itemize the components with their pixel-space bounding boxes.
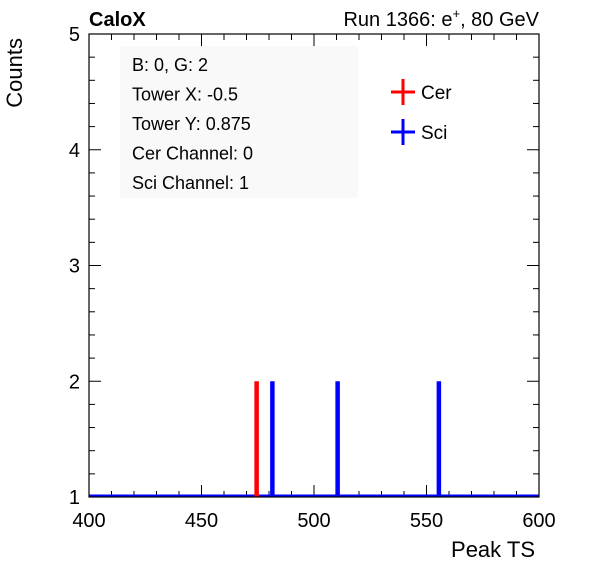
x-tick-labels: 400 450 500 550 600 xyxy=(72,510,555,532)
y-tick-label: 5 xyxy=(69,24,80,46)
y-tick-labels: 1 2 3 4 5 xyxy=(69,24,80,509)
y-tick-label: 3 xyxy=(69,256,80,278)
header-run-label: Run 1366: e+, 80 GeV xyxy=(343,6,539,31)
header-run-text: Run 1366: e xyxy=(343,9,452,31)
legend: Cer Sci xyxy=(391,79,452,145)
header-experiment-label: CaloX xyxy=(89,9,146,31)
y-tick-label: 2 xyxy=(69,371,80,393)
x-tick-label: 600 xyxy=(522,510,555,532)
x-tick-label: 500 xyxy=(297,510,330,532)
histogram-bars xyxy=(89,381,539,498)
info-line: Sci Channel: 1 xyxy=(132,173,249,193)
x-tick-label: 550 xyxy=(410,510,443,532)
y-tick-label: 1 xyxy=(69,487,80,509)
header-positron-sup: + xyxy=(452,6,460,21)
legend-label-cer: Cer xyxy=(421,83,452,104)
plot-frame xyxy=(88,33,540,498)
y-axis-title: Counts xyxy=(2,38,27,108)
info-line: Tower X: -0.5 xyxy=(132,85,238,105)
info-box xyxy=(120,46,358,198)
info-line: Cer Channel: 0 xyxy=(132,144,253,164)
x-tick-label: 400 xyxy=(72,510,105,532)
info-lines: B: 0, G: 2 Tower X: -0.5 Tower Y: 0.875 Cer… xyxy=(132,55,253,193)
info-line: B: 0, G: 2 xyxy=(132,55,208,75)
legend-label-sci: Sci xyxy=(421,123,447,144)
header-energy-text: , 80 GeV xyxy=(460,9,540,31)
y-tick-label: 4 xyxy=(69,140,80,162)
x-axis-title: Peak TS xyxy=(451,537,535,562)
info-line: Tower Y: 0.875 xyxy=(132,114,251,134)
x-tick-label: 450 xyxy=(185,510,218,532)
